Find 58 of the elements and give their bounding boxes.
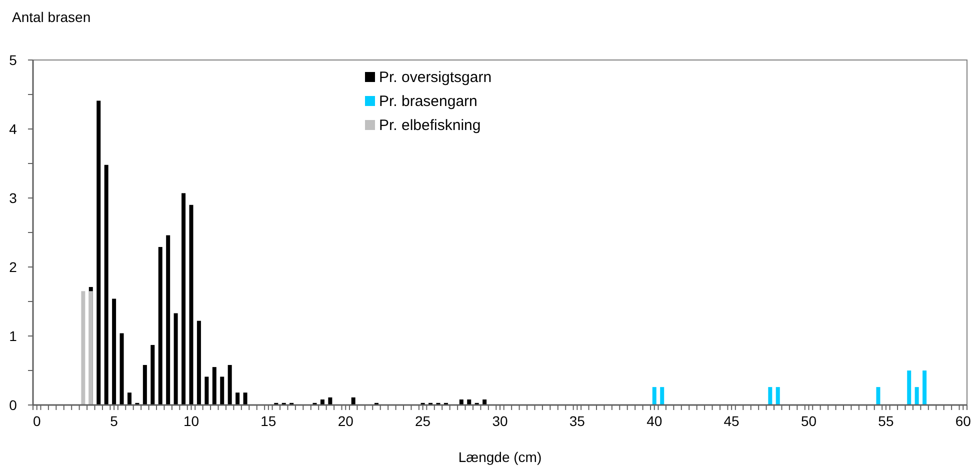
y-tick-label: 1	[9, 328, 18, 344]
bar	[243, 392, 248, 405]
x-tick-label: 50	[800, 413, 817, 429]
bar	[652, 387, 656, 405]
x-tick-label: 25	[415, 413, 431, 429]
x-tick-label: 60	[955, 413, 972, 429]
bar	[351, 397, 356, 405]
bar	[150, 344, 155, 405]
bar	[660, 387, 664, 405]
bar	[204, 376, 209, 405]
x-tick-label: 15	[260, 413, 276, 429]
bar	[104, 164, 108, 405]
y-tick-label: 0	[9, 397, 18, 413]
bar	[166, 235, 170, 405]
bar	[228, 364, 232, 405]
bar	[236, 392, 240, 405]
bar	[142, 364, 147, 405]
y-tick-label: 2	[9, 259, 18, 275]
bar	[158, 246, 162, 405]
bar	[112, 298, 116, 405]
bar	[907, 370, 912, 405]
x-axis-title: Længde (cm)	[458, 449, 542, 465]
bar	[459, 399, 464, 405]
bar	[127, 392, 132, 405]
x-tick-label: 45	[724, 413, 740, 429]
bar	[220, 376, 224, 405]
bar	[467, 399, 472, 405]
legend-label: Pr. oversigtsgarn	[379, 69, 492, 86]
bar	[482, 399, 487, 405]
bar	[776, 387, 780, 405]
legend-label: Pr. elbefiskning	[379, 117, 481, 134]
bar	[174, 313, 178, 405]
x-tick-label: 20	[338, 413, 354, 429]
x-tick-label: 40	[646, 413, 662, 429]
bar	[320, 399, 324, 405]
bar	[914, 387, 919, 405]
x-tick-label: 5	[110, 413, 118, 429]
bar	[81, 291, 86, 405]
y-tick-label: 5	[9, 52, 18, 68]
x-tick-label: 0	[32, 413, 41, 429]
bar	[120, 333, 124, 405]
bar	[768, 387, 772, 405]
bar	[189, 204, 194, 405]
x-tick-label: 10	[183, 413, 200, 429]
bar	[328, 397, 332, 405]
x-tick-label: 35	[569, 413, 586, 429]
legend-label: Pr. brasengarn	[379, 93, 478, 110]
bar	[96, 100, 101, 405]
y-tick-label: 3	[9, 190, 18, 206]
y-axis-title: Antal brasen	[12, 9, 91, 25]
x-tick-label: 55	[878, 413, 894, 429]
y-tick-label: 4	[9, 121, 18, 137]
bar	[196, 320, 201, 405]
bar	[212, 367, 216, 405]
bar	[876, 387, 880, 405]
x-tick-label: 30	[492, 413, 508, 429]
bar	[182, 193, 186, 405]
bar	[922, 370, 927, 405]
